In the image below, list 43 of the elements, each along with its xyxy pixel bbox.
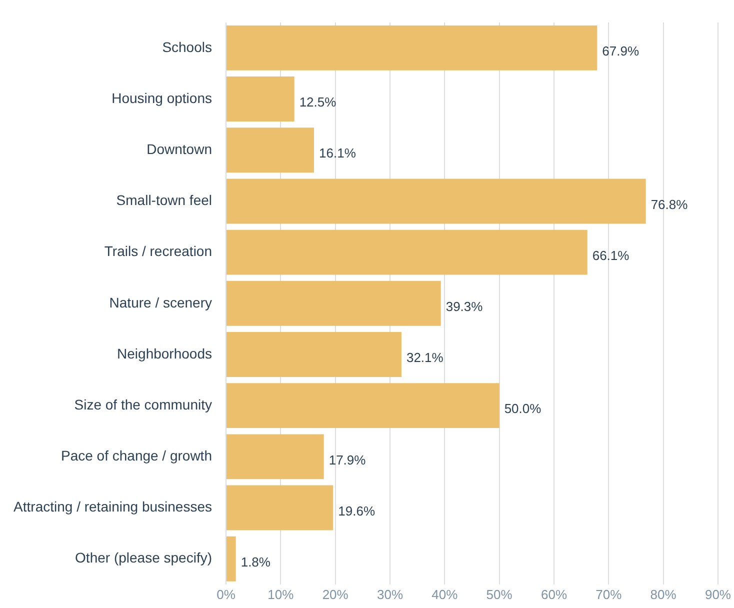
- x-tick-label: 10%: [268, 586, 294, 602]
- data-label: 67.9%: [602, 44, 640, 59]
- x-tick-label: 70%: [596, 586, 622, 602]
- data-label: 17.9%: [328, 452, 366, 468]
- y-tick-label: Small-town feel: [116, 192, 212, 208]
- bar: [226, 76, 294, 122]
- x-tick-label: 20%: [322, 586, 349, 602]
- data-label: 39.3%: [446, 298, 484, 314]
- bar: [226, 383, 500, 428]
- y-tick-label: Pace of change / growth: [61, 448, 212, 464]
- data-label: 50.0%: [504, 401, 542, 416]
- y-tick-label: Downtown: [146, 140, 212, 157]
- x-tick-label: 30%: [376, 586, 404, 602]
- bar: [226, 230, 588, 275]
- x-tick-label: 40%: [432, 586, 458, 602]
- data-label: 12.5%: [299, 94, 337, 110]
- y-tick-label: Trails / recreation: [104, 243, 212, 260]
- y-tick-label: Schools: [162, 38, 212, 55]
- data-label: 19.6%: [338, 503, 376, 518]
- bar: [226, 25, 598, 70]
- y-tick-label: Housing options: [112, 90, 212, 106]
- x-tick-label: 0%: [216, 586, 236, 602]
- bar: [226, 536, 236, 582]
- data-label: 16.1%: [319, 146, 356, 161]
- data-label: 66.1%: [592, 248, 630, 263]
- bar: [226, 280, 441, 326]
- bar: [226, 434, 324, 480]
- bar: [226, 128, 314, 173]
- x-tick-label: 60%: [540, 586, 568, 602]
- data-label: 1.8%: [240, 554, 271, 570]
- data-label: 32.1%: [406, 350, 444, 366]
- y-tick-label: Attracting / retaining businesses: [14, 498, 212, 515]
- data-label: 76.8%: [650, 196, 688, 212]
- bar: [226, 178, 646, 224]
- y-tick-label: Neighborhoods: [117, 345, 212, 362]
- y-tick-label: Size of the community: [74, 396, 212, 412]
- x-tick-label: 50%: [486, 586, 513, 602]
- bar: [226, 485, 334, 530]
- y-tick-label: Nature / scenery: [109, 294, 212, 310]
- bar: [226, 332, 402, 377]
- y-tick-label: Other (please specify): [75, 550, 212, 566]
- x-tick-label: 90%: [704, 586, 732, 602]
- x-tick-label: 80%: [650, 586, 677, 602]
